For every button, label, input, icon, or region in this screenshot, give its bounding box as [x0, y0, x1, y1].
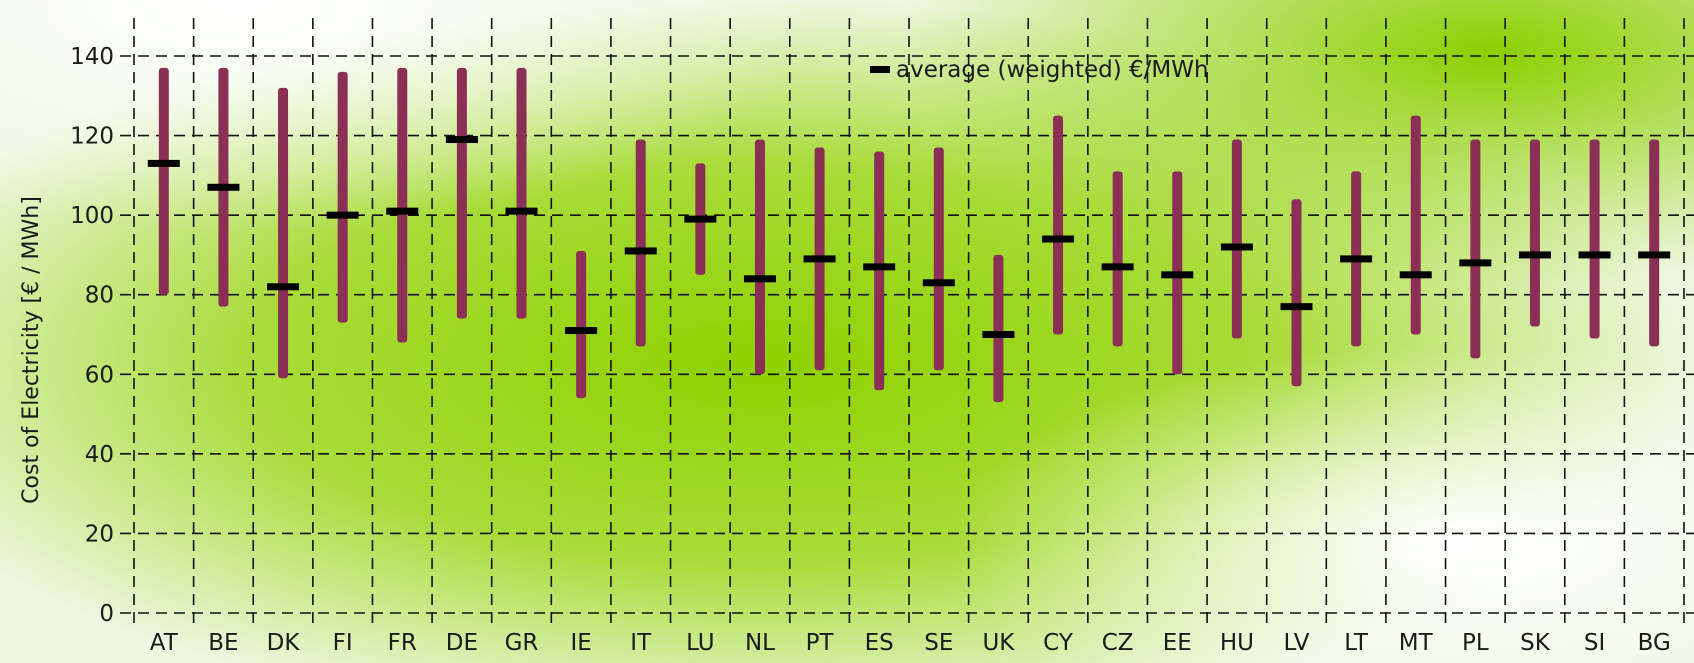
range-bar — [397, 67, 408, 343]
range-bar — [1589, 139, 1600, 339]
legend: average (weighted) €/MWh — [870, 57, 1209, 83]
average-mark — [505, 207, 538, 215]
y-tick-label: 20 — [85, 521, 114, 547]
average-mark — [1578, 251, 1611, 259]
x-tick-label: GR — [505, 630, 539, 656]
x-tick-label: DK — [267, 630, 301, 656]
average-mark — [1161, 271, 1194, 279]
x-tick-label: CZ — [1102, 630, 1134, 656]
average-mark — [1101, 263, 1134, 271]
y-tick-label: 100 — [70, 203, 114, 229]
average-mark — [386, 207, 419, 215]
average-mark — [1042, 235, 1075, 243]
x-tick-label: BE — [208, 630, 238, 656]
x-tick-label: DE — [446, 630, 478, 656]
x-tick-label: SI — [1584, 630, 1605, 656]
range-bar — [278, 87, 289, 379]
range-bar — [456, 67, 467, 319]
average-mark — [147, 159, 180, 167]
x-tick-label: NL — [745, 630, 775, 656]
x-tick-label: HU — [1220, 630, 1254, 656]
average-mark — [743, 275, 776, 283]
y-tick-label: 60 — [85, 362, 114, 388]
range-bar — [1649, 139, 1660, 347]
range-bar — [1529, 139, 1540, 327]
legend-label: average (weighted) €/MWh — [896, 57, 1209, 83]
range-bar — [1231, 139, 1242, 339]
average-mark — [565, 327, 598, 335]
average-mark — [922, 279, 955, 287]
x-tick-label: FR — [388, 630, 417, 656]
range-bar — [1470, 139, 1481, 359]
range-bar — [1053, 115, 1064, 335]
average-mark — [863, 263, 896, 271]
grid — [120, 18, 1694, 627]
average-mark — [803, 255, 836, 263]
average-mark — [982, 331, 1015, 338]
x-tick-label: CY — [1043, 630, 1074, 656]
y-tick-label: 40 — [85, 442, 114, 468]
x-tick-label: LV — [1283, 630, 1309, 656]
x-tick-label: LT — [1344, 630, 1369, 656]
average-mark — [624, 247, 657, 255]
y-tick-label: 120 — [70, 124, 114, 150]
range-bar — [1410, 115, 1421, 335]
x-tick-label: FI — [333, 630, 353, 656]
average-mark — [1399, 271, 1432, 279]
legend-swatch — [870, 66, 890, 73]
y-tick-label: 80 — [85, 283, 114, 309]
range-bar — [933, 147, 944, 371]
y-axis-title: Cost of Electricity [€ / MWh] — [19, 196, 44, 504]
average-mark — [267, 283, 300, 291]
average-mark — [1518, 251, 1551, 259]
range-bar — [874, 151, 885, 391]
x-tick-label: PT — [806, 630, 835, 656]
x-tick-label: SK — [1520, 630, 1551, 656]
average-mark — [684, 215, 717, 223]
average-mark — [445, 136, 478, 144]
average-mark — [1340, 255, 1373, 263]
x-tick-label: UK — [982, 630, 1015, 656]
range-bar — [576, 250, 587, 399]
range-bar — [754, 139, 765, 375]
range-bar — [158, 67, 169, 295]
x-tick-label: IE — [570, 630, 591, 656]
x-tick-label: BG — [1638, 630, 1671, 656]
average-mark — [1638, 251, 1671, 259]
range-bar — [1291, 199, 1302, 387]
x-tick-label: SE — [924, 630, 953, 656]
x-tick-label: ES — [865, 630, 894, 656]
average-mark — [1220, 243, 1253, 251]
average-mark — [326, 211, 359, 219]
y-tick-label: 140 — [70, 44, 114, 70]
average-marks — [147, 136, 1671, 338]
average-mark — [207, 183, 240, 191]
range-bars — [158, 67, 1660, 403]
range-bar — [516, 67, 527, 319]
x-axis: AT BE DK FI FR DE GR IE IT LU NL PT ES SE UK CY CZ EE HU LV… — [150, 630, 1671, 656]
y-axis: 0 20 40 60 80 100 120 140 — [70, 44, 114, 627]
x-tick-label: MT — [1399, 630, 1434, 656]
x-tick-label: LU — [686, 630, 715, 656]
x-tick-label: IT — [630, 630, 652, 656]
x-tick-label: PL — [1462, 630, 1489, 656]
range-bar — [635, 139, 646, 347]
range-bar — [337, 71, 348, 323]
average-mark — [1280, 303, 1313, 311]
range-bar — [993, 254, 1004, 403]
x-tick-label: EE — [1163, 630, 1192, 656]
range-bar — [1112, 171, 1123, 347]
average-mark — [1459, 259, 1492, 267]
y-tick-label: 0 — [99, 601, 114, 627]
x-tick-label: AT — [150, 630, 179, 656]
